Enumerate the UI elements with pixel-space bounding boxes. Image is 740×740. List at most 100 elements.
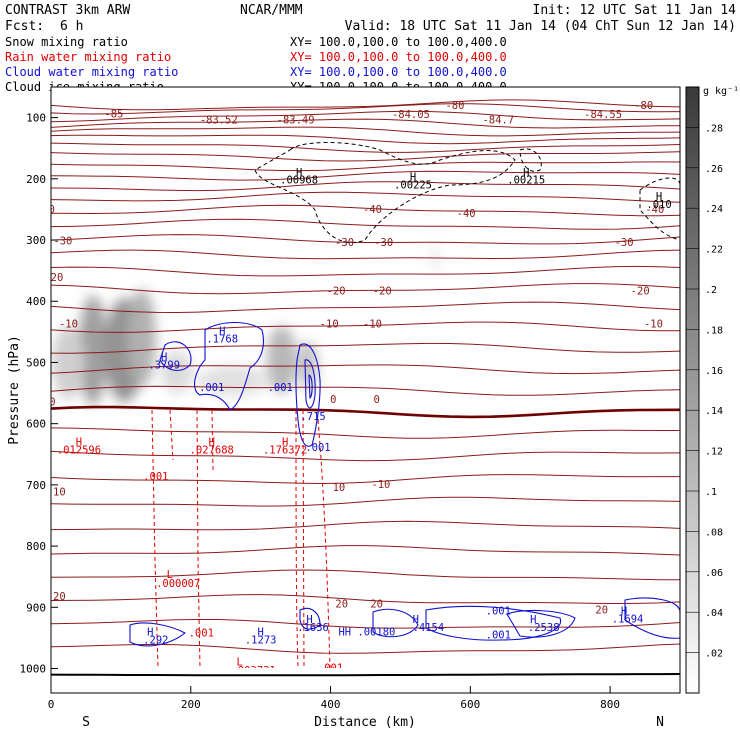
isotherm-label: -84.05 xyxy=(392,109,430,121)
cloud-water-contour xyxy=(194,321,265,411)
rain-contour xyxy=(169,409,174,461)
cloud-water-contour xyxy=(506,610,576,638)
isotherm-line xyxy=(51,161,680,172)
isotherm-line xyxy=(51,450,680,462)
isotherm-label: 20 xyxy=(595,604,608,616)
isotherm-label: -84.55 xyxy=(584,109,622,121)
colorbar-tick-label: .14 xyxy=(705,406,723,417)
rain-extremum-label: .176372 xyxy=(263,445,307,457)
isotherm-line xyxy=(51,364,680,375)
below-ground-mask xyxy=(51,668,680,693)
cloud-water-extremum-label: .001 xyxy=(305,442,330,454)
colorbar-unit: g kg⁻¹ xyxy=(703,86,739,97)
isotherm-line xyxy=(51,249,680,260)
endpoint-north: N xyxy=(656,715,664,730)
cloud-ice-contours xyxy=(254,142,680,244)
isotherm-line xyxy=(51,234,680,245)
rain-contour xyxy=(211,409,214,471)
valid-time: Valid: 18 UTC Sat 11 Jan 14 (04 ChT Sun … xyxy=(345,19,736,34)
isotherm-label: -20 xyxy=(373,286,392,298)
fcst-value: 6 h xyxy=(60,19,83,34)
isotherm-line xyxy=(51,204,680,217)
rain-extremum-label: .027688 xyxy=(190,445,234,457)
colorbar: .02 .04 .06 .08 .1 .12 .14 .16 .18 .2 .22 .24 .26 .28… xyxy=(685,86,739,694)
isotherm-line xyxy=(51,321,680,333)
colorbar-ramp xyxy=(685,86,700,694)
colorbar-tick-label: .1 xyxy=(705,487,717,498)
isotherm-label: -10 xyxy=(363,319,382,331)
isotherm-line xyxy=(51,99,680,111)
isotherm-label: 0 xyxy=(330,394,336,406)
rain-extremum-label: .001 xyxy=(189,628,214,640)
isotherm-line xyxy=(51,569,680,581)
field-xy: XY= 100.0,100.0 to 100.0,400.0 xyxy=(290,35,507,49)
isotherm-label: -83.49 xyxy=(277,115,315,127)
isotherm-line xyxy=(51,496,680,507)
colorbar-tick-label: .2 xyxy=(705,285,717,296)
cloud-water-extremum-label: .001 xyxy=(486,630,511,642)
colorbar-tick-label: .12 xyxy=(705,447,723,458)
snow-extremum-label: H xyxy=(523,167,529,179)
snow-extremum-label: .010 xyxy=(646,199,671,211)
isotherm-line xyxy=(51,151,680,162)
colorbar-tick-label: .24 xyxy=(705,204,723,215)
isotherm-line xyxy=(51,103,680,115)
colorbar-tick-label: .18 xyxy=(705,325,723,336)
isotherm-label: -40 xyxy=(36,204,55,216)
cloud-water-extremum-label: .1273 xyxy=(245,634,277,646)
colorbar-tick-label: .06 xyxy=(705,568,723,579)
cloud-water-overlap-label: HH .00180 xyxy=(338,626,395,638)
snow-extremum-label: H xyxy=(410,172,416,184)
field-xy: XY= 100.0,100.0 to 100.0,400.0 xyxy=(290,65,507,79)
isotherm-line xyxy=(51,283,680,295)
x-tick-label: 400 xyxy=(321,698,341,711)
field-name: Cloud water mixing ratio xyxy=(5,65,178,79)
snow-shade-blob xyxy=(78,295,107,406)
fcst-label: Fcst: xyxy=(5,19,44,34)
y-tick-label: 500 xyxy=(26,356,46,369)
cloud-ice-contour xyxy=(254,142,516,244)
isotherm-label: -20 xyxy=(327,286,346,298)
rain-contour xyxy=(295,409,299,669)
rain-extremum-label: .000007 xyxy=(156,578,200,590)
rain-contours xyxy=(151,409,331,669)
cloud-water-extremum-label: H xyxy=(621,606,627,618)
rain-contour xyxy=(317,419,331,669)
cloud-water-extremum-label: H xyxy=(258,626,264,638)
y-tick-label: 200 xyxy=(26,173,46,186)
snow-shade-blob xyxy=(266,325,297,394)
cloud-ice-contour xyxy=(519,148,542,172)
isotherm-label: -80 xyxy=(634,100,653,112)
isotherm-line xyxy=(51,218,680,230)
cloud-water-contour xyxy=(304,359,316,409)
colorbar-tick-label: .26 xyxy=(705,164,723,175)
rain-extremum-label: H xyxy=(282,437,288,449)
isotherm-line xyxy=(51,134,680,145)
cloud-water-contour xyxy=(372,608,419,638)
y-tick-label: 1000 xyxy=(20,663,47,676)
snow-shade-blob xyxy=(160,350,193,394)
cloud-water-extremum-label: .2538 xyxy=(528,622,560,634)
cloud-water-contour xyxy=(295,343,321,447)
cloud-water-contour xyxy=(425,605,562,641)
y-tick-label: 900 xyxy=(26,601,46,614)
x-tick-label: 600 xyxy=(460,698,480,711)
isotherm-label: -83.52 xyxy=(200,115,238,127)
isotherm-label: 20 xyxy=(335,598,348,610)
isotherm-line xyxy=(51,385,680,396)
cloud-water-extremum-label: H xyxy=(306,614,312,626)
cloud-water-contour xyxy=(299,607,321,630)
cloud-water-contour xyxy=(129,622,186,647)
rain-extremum-label: .012596 xyxy=(57,445,101,457)
colorbar-tick-label: .28 xyxy=(705,123,723,134)
isotherm-label: -40 xyxy=(645,204,664,216)
y-tick-label: 700 xyxy=(26,479,46,492)
colorbar-tick-label: .16 xyxy=(705,366,723,377)
snow-extremum-label: .00225 xyxy=(394,180,432,192)
snow-extremum-label: H xyxy=(296,167,302,179)
colorbar-tick-label: .22 xyxy=(705,245,723,256)
field-xy: XY= 100.0,100.0 to 100.0,400.0 xyxy=(290,50,507,64)
snow-extremum-label: .00968 xyxy=(280,175,318,187)
